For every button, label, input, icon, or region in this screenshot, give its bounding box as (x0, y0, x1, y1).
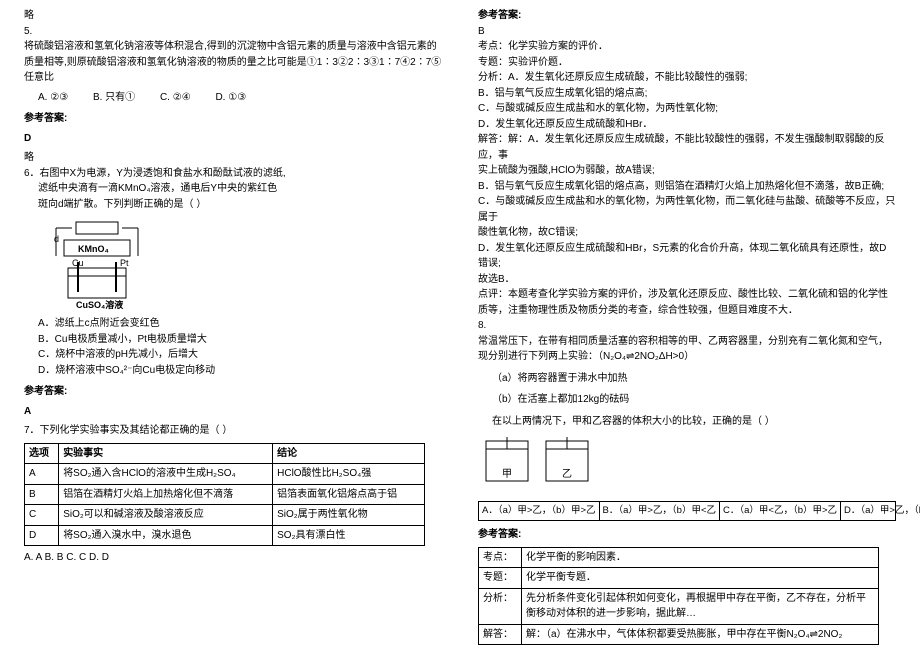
svg-text:甲: 甲 (502, 469, 512, 480)
q7-c1: SiO₂可以和碱溶液及酸溶液反应 (59, 505, 273, 526)
t2-ztv: 化学平衡专题． (522, 568, 879, 589)
q6-stem: 6．右图中X为电源，Y为浸透饱和食盐水和酚酞试液的滤纸, (24, 166, 442, 182)
topic-value: 化学实验方案的评价． (508, 41, 608, 52)
svg-text:d: d (54, 234, 59, 244)
solve-d: D．发生氧化还原反应生成硫酸和HBr，S元素的化合价升高，体现二氧化硫具有还原性… (478, 241, 896, 272)
q7-c0: C (25, 505, 59, 526)
solve-b: B．铝与氧气反应生成氧化铝的熔点高，则铝箔在酒精灯火焰上加热熔化但不滴落，故B正… (478, 179, 896, 195)
q5-answer: D (24, 131, 442, 147)
q8-stem: 常温常压下，在带有相同质量活塞的容积相等的甲、乙两容器里，分别充有二氧化氮和空气… (478, 334, 896, 365)
q5-opt-c[interactable]: C. ②④ (160, 92, 191, 103)
q7-d2: SO₂具有漂白性 (273, 525, 425, 546)
analysis-c: C．与酸或碱反应生成盐和水的氧化物，为两性氧化物; (478, 101, 896, 117)
analysis-a: A．发生氧化还原反应生成硫酸，不能比较酸性的强弱; (508, 72, 747, 83)
q7-h1: 选项 (25, 443, 59, 464)
answer-header-4: 参考答案: (478, 527, 896, 543)
q6-line1: 滤纸中央滴有一滴KMnO₄溶液，通电后Y中央的紫红色 (24, 181, 442, 197)
q7-d1: 将SO₂通入溴水中，溴水退色 (59, 525, 273, 546)
q8-num: 8. (478, 318, 896, 334)
q6-opt-d[interactable]: D．烧杯溶液中SO₄²⁻向Cu电极定向移动 (24, 363, 442, 379)
analysis-label: 分析： (478, 72, 508, 83)
svg-text:Pt: Pt (120, 258, 129, 268)
brief-marker: 略 (24, 8, 442, 24)
svg-text:KMnO₄: KMnO₄ (78, 244, 109, 254)
solve-intro: 解：A．发生氧化还原反应生成硫酸，不能比较酸性的强弱，不发生强酸制取弱酸的反应，… (478, 134, 885, 161)
q8-opt-a[interactable]: A．（a）甲>乙，（b）甲>乙 (479, 502, 600, 521)
q5-opt-d[interactable]: D. ①③ (215, 92, 246, 103)
t2-fx: 分析： (479, 588, 522, 624)
q7-footer-opts: A. A B. B C. C D. D (24, 550, 442, 566)
q7-a2: HClO酸性比H₂SO₄强 (273, 464, 425, 485)
question-8: 8. 常温常压下，在带有相同质量活塞的容积相等的甲、乙两容器里，分别充有二氧化氮… (478, 318, 896, 521)
q7-b2: 铝箔表面氧化铝熔点高于铝 (273, 484, 425, 505)
question-6: 6．右图中X为电源，Y为浸透饱和食盐水和酚酞试液的滤纸, 滤纸中央滴有一滴KMn… (24, 166, 442, 379)
solve-c2: 酸性氧化物，故C错误; (478, 225, 896, 241)
q6-answer: A (24, 404, 442, 420)
special-value: 实验评价题． (508, 57, 568, 68)
t2-kdv: 化学平衡的影响因素． (522, 547, 879, 568)
analysis-b: B．铝与氧气反应生成氧化铝的熔点高; (478, 86, 896, 102)
q6-line2: 斑向d端扩散。下列判断正确的是（ ） (24, 197, 442, 213)
electrolysis-diagram: d KMnO₄ Cu Pt CuSO₄溶液 (42, 216, 152, 312)
q7-stem: 7．下列化学实验事实及其结论都正确的是（ ） (24, 423, 442, 439)
q8-opt-c[interactable]: C．（a）甲<乙，（b）甲>乙 (720, 502, 841, 521)
solve-label: 解答： (478, 134, 508, 145)
t2-kd: 考点： (479, 547, 522, 568)
vessels-diagram: 甲 乙 (482, 435, 602, 489)
q5-brief: 略 (24, 150, 442, 166)
pick: 故选B． (478, 272, 896, 288)
q7-answer: B (478, 24, 896, 40)
t2-jdv: 解：（a）在沸水中，气体体积都要受热膨胀，甲中存在平衡N₂O₄⇌2NO₂ (522, 624, 879, 645)
q5-text: 将硫酸铝溶液和氢氧化钠溶液等体积混合,得到的沉淀物中含铝元素的质量与溶液中含铝元… (24, 39, 442, 86)
comment-label: 点评： (478, 289, 508, 300)
q5-opt-a[interactable]: A. ②③ (38, 92, 68, 103)
special-label: 专题： (478, 57, 508, 68)
q7-a0: A (25, 464, 59, 485)
t2-zt: 专题： (479, 568, 522, 589)
q8-analysis-table: 考点：化学平衡的影响因素． 专题：化学平衡专题． 分析：先分析条件变化引起体积如… (478, 547, 879, 646)
q5-num: 5. (24, 24, 442, 40)
q8-b: （b）在活塞上都加12kg的砝码 (478, 392, 896, 408)
answer-header-2: 参考答案: (24, 384, 442, 400)
svg-text:CuSO₄溶液: CuSO₄溶液 (76, 299, 124, 310)
q8-opt-d[interactable]: D．（a）甲>乙，（b）甲<乙 (841, 502, 920, 521)
t2-jd: 解答： (479, 624, 522, 645)
q7-b1: 铝箔在酒精灯火焰上加热熔化但不滴落 (59, 484, 273, 505)
q7-h2: 实验事实 (59, 443, 273, 464)
t2-fxv: 先分析条件变化引起体积如何变化，再根据甲中存在平衡，乙不存在，分析平衡移动对体积… (522, 588, 879, 624)
svg-text:乙: 乙 (562, 468, 572, 480)
q6-opt-b[interactable]: B．Cu电极质量减小，Pt电极质量增大 (24, 332, 442, 348)
q8-options-strip: A．（a）甲>乙，（b）甲>乙 B．（a）甲>乙，（b）甲<乙 C．（a）甲<乙… (478, 501, 896, 522)
solve-c: C．与酸或碱反应生成盐和水的氧化物，为两性氧化物，而二氧化硅与盐酸、硫酸等不反应… (478, 194, 896, 225)
q7-table: 选项 实验事实 结论 A将SO₂通入含HClO的溶液中生成H₂SO₄HClO酸性… (24, 443, 425, 547)
q8-a: （a）将两容器置于沸水中加热 (478, 371, 896, 387)
q5-opt-b[interactable]: B. 只有① (93, 92, 135, 103)
solve-a2: 实上硫酸为强酸,HClO为弱酸，故A错误; (478, 163, 896, 179)
q7-b0: B (25, 484, 59, 505)
comment-value: 本题考查化学实验方案的评价，涉及氧化还原反应、酸性比较、二氧化硫和铝的化学性质等… (478, 289, 888, 316)
q6-opt-c[interactable]: C．烧杯中溶液的pH先减小，后增大 (24, 347, 442, 363)
svg-text:Cu: Cu (72, 258, 84, 268)
q7-d0: D (25, 525, 59, 546)
q6-opt-a[interactable]: A．滤纸上c点附近会变红色 (24, 316, 442, 332)
topic-label: 考点： (478, 41, 508, 52)
q7-a1: 将SO₂通入含HClO的溶液中生成H₂SO₄ (59, 464, 273, 485)
q8-tail: 在以上两情况下，甲和乙容器的体积大小的比较，正确的是（ ） (478, 414, 896, 430)
question-7: 7．下列化学实验事实及其结论都正确的是（ ） 选项 实验事实 结论 A将SO₂通… (24, 423, 442, 566)
analysis-d: D．发生氧化还原反应生成硫酸和HBr． (478, 117, 896, 133)
question-5: 5. 将硫酸铝溶液和氢氧化钠溶液等体积混合,得到的沉淀物中含铝元素的质量与溶液中… (24, 24, 442, 106)
q8-opt-b[interactable]: B．（a）甲>乙，（b）甲<乙 (600, 502, 721, 521)
answer-header: 参考答案: (24, 111, 442, 127)
answer-header-3: 参考答案: (478, 8, 896, 24)
q7-h3: 结论 (273, 443, 425, 464)
q7-c2: SiO₂属于两性氧化物 (273, 505, 425, 526)
